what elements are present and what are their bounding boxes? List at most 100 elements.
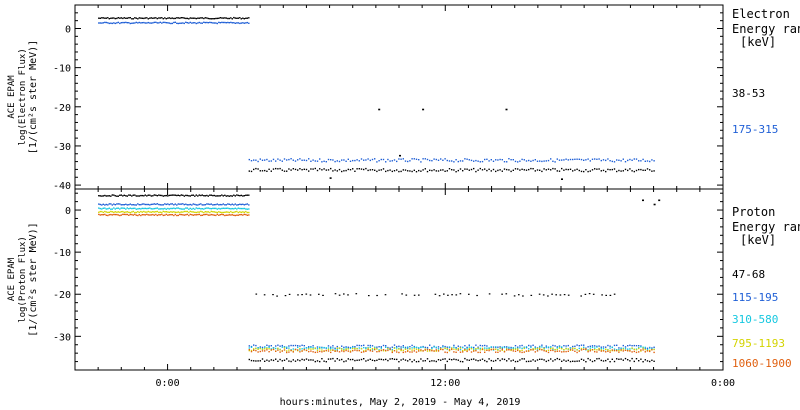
data-point xyxy=(409,358,411,361)
data-point xyxy=(343,349,345,351)
data-point xyxy=(633,348,635,350)
data-point xyxy=(371,169,374,171)
data-point xyxy=(338,347,341,349)
data-point xyxy=(642,349,644,351)
data-point xyxy=(409,351,411,353)
data-point xyxy=(631,170,633,172)
data-point xyxy=(613,360,616,363)
data-point xyxy=(170,22,172,25)
data-point xyxy=(576,349,578,351)
data-point xyxy=(327,358,330,360)
data-point xyxy=(125,211,127,213)
data-point xyxy=(398,345,400,347)
legend-entry: 1060-1900 xyxy=(732,357,792,370)
data-point xyxy=(286,347,288,349)
data-point xyxy=(197,195,199,197)
data-point xyxy=(310,359,312,361)
data-point xyxy=(497,349,499,351)
data-point xyxy=(525,346,528,348)
data-point xyxy=(323,168,325,170)
data-point xyxy=(116,22,118,24)
data-point xyxy=(523,159,525,161)
data-point xyxy=(116,17,118,20)
data-point xyxy=(396,345,398,348)
data-point xyxy=(113,213,115,216)
data-point xyxy=(221,213,223,216)
data-point xyxy=(108,22,110,25)
data-point xyxy=(598,168,600,170)
data-point xyxy=(144,207,146,210)
data-point xyxy=(279,167,281,170)
data-point xyxy=(563,349,565,351)
data-point xyxy=(189,17,191,19)
data-point xyxy=(99,195,101,197)
data-point xyxy=(363,358,365,360)
data-point xyxy=(440,347,442,349)
data-point xyxy=(422,360,424,362)
data-point xyxy=(530,345,532,347)
data-point xyxy=(605,346,607,348)
data-point xyxy=(198,203,200,206)
data-point xyxy=(424,348,426,350)
data-point xyxy=(177,211,179,213)
data-point xyxy=(308,350,310,353)
data-point xyxy=(594,158,596,160)
data-point xyxy=(374,346,376,348)
data-point xyxy=(420,161,422,163)
data-point xyxy=(125,208,127,210)
legend-entry: 47-68 xyxy=(732,268,765,281)
data-point xyxy=(314,360,316,363)
y-axis-label: log(Electron Flux) xyxy=(18,48,28,146)
data-point xyxy=(457,347,459,350)
data-point xyxy=(334,347,336,349)
data-point xyxy=(236,208,238,210)
data-point xyxy=(277,158,279,160)
data-point xyxy=(132,194,134,196)
data-point xyxy=(111,194,113,196)
data-point xyxy=(266,349,268,351)
data-point xyxy=(363,350,365,352)
data-point xyxy=(363,346,365,349)
data-point xyxy=(183,22,185,25)
data-point xyxy=(536,169,539,171)
data-point xyxy=(453,351,455,353)
data-point xyxy=(195,204,197,206)
data-point xyxy=(356,159,358,161)
data-point xyxy=(629,348,631,350)
data-point xyxy=(396,169,398,171)
data-point xyxy=(404,346,407,349)
data-point xyxy=(336,358,338,360)
data-point xyxy=(486,169,488,172)
data-point xyxy=(514,168,517,170)
data-point xyxy=(194,208,196,210)
data-point xyxy=(356,344,358,347)
data-point xyxy=(591,158,594,160)
data-point xyxy=(102,214,104,216)
data-point xyxy=(547,159,550,162)
data-point xyxy=(206,203,208,205)
data-point xyxy=(294,160,297,162)
data-point xyxy=(424,349,426,351)
data-point xyxy=(257,168,259,170)
data-point xyxy=(638,160,640,162)
data-point xyxy=(517,349,519,352)
data-point xyxy=(547,346,550,348)
data-point xyxy=(239,211,241,213)
data-point xyxy=(334,160,336,163)
data-point xyxy=(556,170,558,172)
data-point xyxy=(503,168,506,170)
data-point xyxy=(402,349,404,352)
data-point xyxy=(499,347,501,349)
data-point xyxy=(354,170,356,172)
data-point xyxy=(204,21,206,24)
data-point xyxy=(369,169,371,171)
data-point xyxy=(501,349,503,351)
data-point xyxy=(433,169,435,171)
data-point xyxy=(167,214,169,216)
data-point xyxy=(117,207,119,209)
data-point xyxy=(457,169,459,172)
data-point xyxy=(164,21,166,24)
data-point xyxy=(120,194,122,196)
data-point xyxy=(589,350,591,352)
data-point xyxy=(197,204,199,206)
